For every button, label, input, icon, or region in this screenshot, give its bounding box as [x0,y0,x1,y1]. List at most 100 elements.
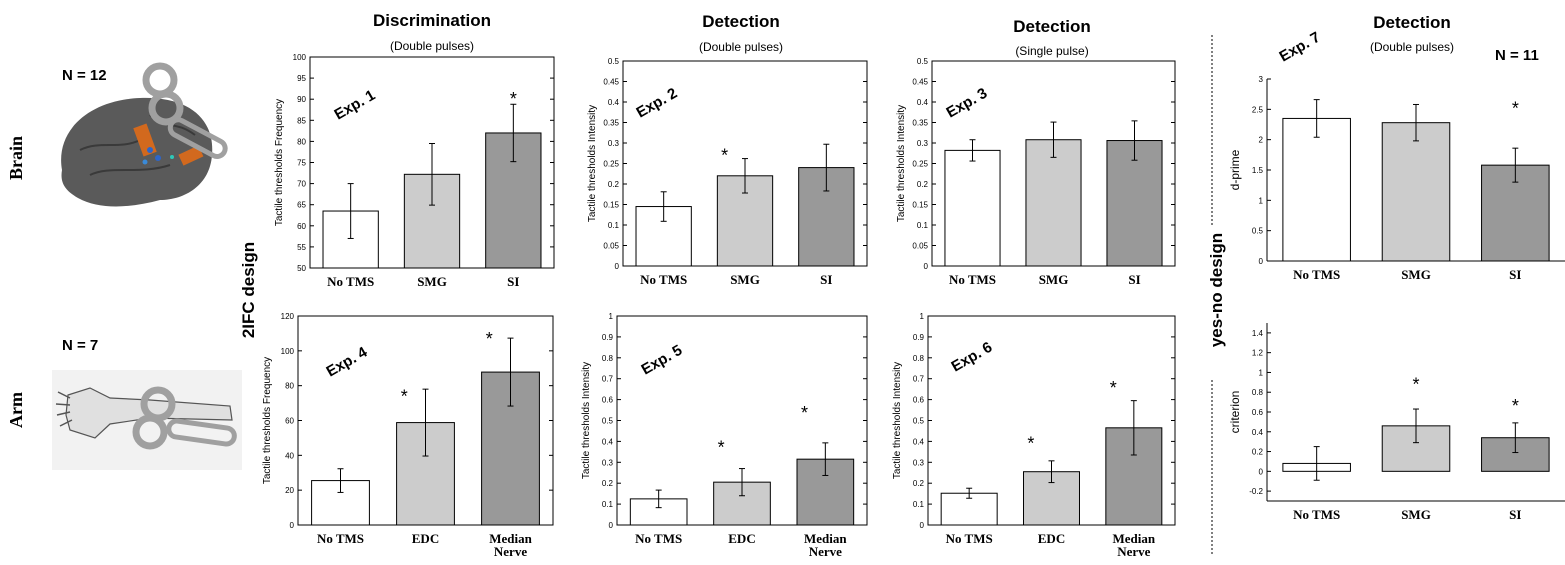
experiment-label: Exp. 1 [332,87,379,124]
x-tick-label: SMG [417,274,447,289]
bar [1025,139,1082,267]
y-tick-label: 2.5 [1252,105,1264,114]
n-right: N = 11 [1495,47,1539,64]
x-tick-label: No TMS [317,531,364,546]
significance-star: * [718,438,725,458]
y-tick-label: 0.3 [608,139,620,148]
x-tick-label: Median [1113,531,1156,546]
x-tick-label: SI [1509,507,1521,522]
bar [944,149,1001,267]
chart-6: 0 0.1 0.2 0.3 0.4 0.5 0.6 0.7 0.8 0.9 1 Tactile thr… [581,312,868,559]
y-tick-label: 1 [1259,196,1264,205]
y-tick-label: 0.3 [602,458,614,467]
design-label-yes-no: yes-no design [1207,233,1226,347]
x-tick-label: No TMS [1293,507,1340,522]
x-tick-label: No TMS [640,272,687,287]
significance-star: * [1110,378,1117,398]
row-label-arm: Arm [6,392,26,428]
x-tick-label: SI [1509,267,1521,282]
y-tick-label: 1 [920,312,925,321]
y-tick-label: 80 [285,382,294,391]
y-tick-label: 1.4 [1252,329,1264,338]
y-tick-label: 0 [920,521,925,530]
x-tick-label: SMG [1039,272,1069,287]
y-axis-label: Tactile thresholds Intensity [581,362,592,479]
x-tick-label: SMG [1401,507,1431,522]
y-tick-label: 0.1 [917,221,929,230]
significance-star: * [1512,396,1519,416]
y-tick-label: 0.7 [602,375,614,384]
y-axis-label: criterion [1228,391,1242,434]
experiment-label: Exp. 2 [634,85,681,122]
y-tick-label: 0.6 [602,396,614,405]
y-axis-label: d-prime [1228,149,1242,190]
y-tick-label: 60 [297,222,306,231]
x-tick-label: Nerve [494,544,527,559]
col-subtitle-3: (Single pulse) [1015,44,1088,58]
significance-star: * [721,145,728,165]
y-tick-label: 0.9 [602,333,614,342]
y-tick-label: 3 [1259,75,1264,84]
y-tick-label: 0.5 [602,417,614,426]
y-tick-label: 0.1 [602,500,614,509]
x-tick-label: SI [507,274,519,289]
y-tick-label: 0 [290,521,295,530]
chart-4: 0 0.5 1 1.5 2 2.5 3 d-prime No TMS SMG SI * Exp. 7 [1228,29,1565,282]
x-tick-label: No TMS [946,531,993,546]
col-title-4: Detection [1373,13,1450,32]
n-brain: N = 12 [62,67,107,84]
experiment-label: Exp. 6 [949,339,996,376]
experiment-label: Exp. 7 [1277,29,1324,66]
y-axis-label: Tactile thresholds Intensity [587,105,598,222]
y-tick-label: 40 [285,451,294,460]
y-tick-label: 80 [297,137,306,146]
y-tick-label: 0.15 [912,201,928,210]
x-tick-label: No TMS [949,272,996,287]
y-tick-label: 0.2 [913,479,925,488]
bar [1282,117,1351,262]
y-tick-label: 0.4 [917,98,929,107]
x-tick-label: Median [489,531,532,546]
chart-5: 0 20 40 60 80 100 120 Tactile thresholds Freque… [262,312,554,559]
y-tick-label: 0 [1259,257,1264,266]
y-tick-label: 0.05 [603,242,619,251]
y-tick-label: 0.15 [603,201,619,210]
y-tick-label: 0.45 [912,78,928,87]
bar [1106,140,1163,267]
y-tick-label: 1 [609,312,614,321]
y-tick-label: 0.3 [917,139,929,148]
tms-coil-icon [142,62,228,159]
y-tick-label: 50 [297,264,306,273]
y-tick-label: 100 [281,347,295,356]
y-tick-label: 0.8 [602,354,614,363]
col-title-2: Detection [702,12,779,31]
y-tick-label: 0.2 [1252,448,1264,457]
experiment-label: Exp. 3 [944,85,991,122]
col-subtitle-4: (Double pulses) [1370,40,1454,54]
y-tick-label: 0.5 [913,417,925,426]
y-tick-label: 60 [285,417,294,426]
col-subtitle-1: (Double pulses) [390,39,474,53]
y-axis-label: Tactile thresholds Frequency [262,357,273,484]
y-tick-label: 1.5 [1252,166,1264,175]
y-tick-label: 0.1 [913,500,925,509]
y-tick-label: 0.9 [913,333,925,342]
y-tick-label: 75 [297,159,306,168]
arm-illustration [52,370,242,470]
x-tick-label: EDC [1038,531,1065,546]
y-tick-label: 20 [285,486,294,495]
y-tick-label: 0.8 [913,354,925,363]
chart-2: 0 0.05 0.1 0.15 0.2 0.25 0.3 0.35 0.4 0.45 0.5 Tact… [587,57,868,287]
x-tick-label: No TMS [1293,267,1340,282]
y-tick-label: 1 [1259,368,1264,377]
y-tick-label: 0.6 [1252,408,1264,417]
significance-star: * [1512,98,1519,118]
x-tick-label: SMG [1401,267,1431,282]
design-label-2ifc: 2IFC design [239,242,258,338]
y-tick-label: 0.05 [912,242,928,251]
y-tick-label: 0.4 [913,437,925,446]
y-tick-label: 95 [297,74,306,83]
y-tick-label: 0.5 [1252,227,1264,236]
y-axis-label: Tactile thresholds Frequency [274,99,285,226]
